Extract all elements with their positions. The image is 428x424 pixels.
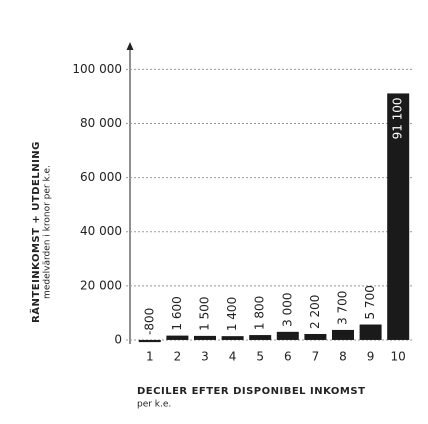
y-tick-label: 80 000 [80, 116, 122, 130]
x-tick-label: 4 [229, 350, 237, 364]
bar [276, 331, 299, 340]
x-axis-title: DECILER EFTER DISPONIBEL INKOMST [137, 386, 365, 397]
value-label: 5 700 [363, 285, 377, 319]
bar [249, 335, 272, 340]
bar [387, 93, 410, 340]
bar [304, 333, 327, 340]
y-axis-arrow [126, 42, 134, 50]
value-label: 1 500 [198, 297, 212, 331]
y-tick-label: 100 000 [72, 62, 122, 76]
bar [359, 324, 382, 340]
y-tick-label: 0 [114, 332, 122, 346]
bar [221, 336, 244, 340]
bar [194, 335, 216, 340]
x-tick-label: 3 [201, 350, 209, 364]
y-axis-title: RÄNTEINKOMST + UTDELNING [28, 141, 42, 323]
y-tick-label: 60 000 [80, 170, 122, 184]
value-label: 91 100 [391, 97, 405, 139]
value-label: -800 [142, 308, 156, 335]
x-tick-label: 6 [284, 350, 292, 364]
y-tick-label: 20 000 [80, 278, 122, 292]
x-tick-label: 2 [174, 350, 182, 364]
value-label: 2 200 [308, 295, 322, 329]
value-label: 3 000 [280, 292, 294, 326]
value-label: 1 800 [253, 296, 267, 330]
value-label: 1 400 [225, 297, 239, 331]
y-tick-label: 40 000 [80, 224, 122, 238]
value-label: 1 600 [170, 296, 184, 330]
x-tick-label: 1 [146, 350, 154, 364]
x-tick-label: 8 [339, 350, 347, 364]
bar [138, 339, 161, 343]
x-axis-subtitle: per k.e. [137, 400, 171, 410]
value-label: 3 700 [336, 291, 350, 325]
x-tick-label: 5 [256, 350, 264, 364]
x-tick-label: 10 [391, 350, 406, 364]
y-axis-subtitle: medelvärden i kronor per k.e. [43, 165, 53, 299]
x-tick-label: 7 [312, 350, 320, 364]
x-tick-label: 9 [367, 350, 375, 364]
bar [166, 335, 189, 340]
bar [332, 329, 354, 340]
